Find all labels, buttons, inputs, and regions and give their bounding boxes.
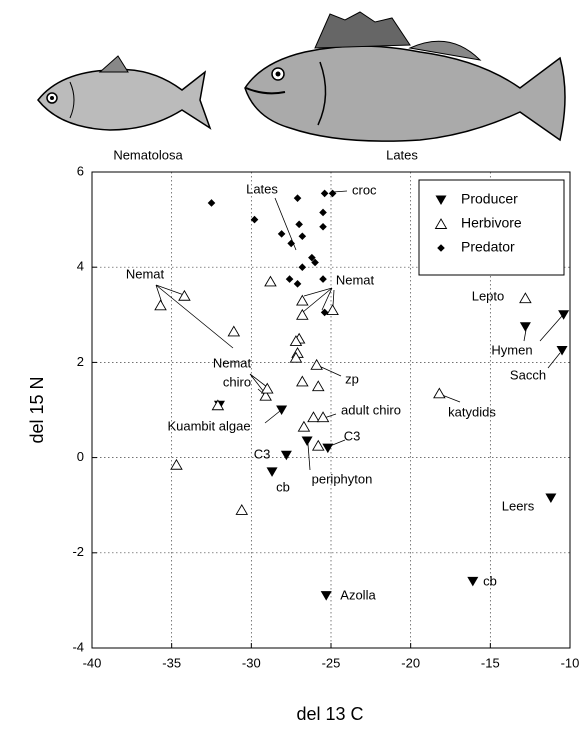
annotation: Nemat — [126, 266, 165, 281]
legend-label: Producer — [461, 191, 518, 207]
marker-herbivore — [155, 300, 166, 310]
marker-herbivore — [520, 293, 531, 303]
marker-producer — [281, 451, 292, 461]
annotation: periphyton — [312, 471, 373, 486]
marker-herbivore — [179, 291, 190, 301]
image-label: Lates — [386, 147, 418, 162]
marker-predator — [299, 263, 307, 271]
annotation: Kuambit algae — [167, 418, 250, 433]
y-tick-label: 2 — [77, 354, 84, 369]
annotation: Sacch — [510, 367, 546, 382]
y-tick-label: 6 — [77, 163, 84, 178]
page: Nematolosa Lates del 13 C del 15 N Lates… — [0, 0, 588, 729]
marker-predator — [295, 221, 303, 229]
legend: Producer Herbivore Predator — [419, 180, 564, 275]
annotation: Lepto — [472, 288, 505, 303]
marker-predator — [287, 240, 295, 248]
y-tick-label: -2 — [72, 544, 84, 559]
annotation: adult chiro — [341, 402, 401, 417]
fish-lates — [245, 12, 565, 141]
marker-herbivore — [265, 276, 276, 286]
marker-producer — [467, 577, 478, 587]
chart: Nematolosa Lates del 13 C del 15 N Lates… — [0, 0, 588, 729]
marker-producer — [520, 322, 531, 332]
marker-predator — [319, 275, 327, 283]
y-tick-label: -4 — [72, 639, 84, 654]
x-tick-label: -20 — [401, 655, 420, 670]
annotation: cb — [483, 573, 497, 588]
marker-predator — [329, 190, 337, 198]
x-tick-label: -40 — [83, 655, 102, 670]
marker-predator — [299, 232, 307, 240]
marker-producer — [557, 346, 568, 356]
marker-herbivore — [262, 384, 273, 394]
image-label: Nematolosa — [113, 147, 183, 162]
x-tick-label: -15 — [481, 655, 500, 670]
marker-herbivore — [313, 441, 324, 451]
marker-predator — [251, 216, 259, 224]
marker-producer — [276, 406, 287, 416]
annotation: croc — [352, 182, 377, 197]
x-tick-label: -35 — [162, 655, 181, 670]
legend-label: Herbivore — [461, 215, 522, 231]
marker-herbivore — [236, 505, 247, 515]
marker-predator — [294, 280, 302, 288]
marker-producer — [545, 494, 556, 504]
marker-predator — [208, 199, 216, 207]
marker-herbivore — [297, 296, 308, 306]
marker-herbivore — [297, 376, 308, 386]
y-tick-label: 4 — [77, 259, 84, 274]
annotation: Azolla — [340, 587, 376, 602]
marker-herbivore — [327, 305, 338, 315]
x-tick-label: -30 — [242, 655, 261, 670]
annotation: Nemat — [336, 272, 375, 287]
annotation: cb — [276, 479, 290, 494]
marker-producer — [322, 444, 333, 454]
x-axis-label: del 13 C — [296, 704, 363, 724]
annotation: Leers — [502, 498, 535, 513]
annotation: Nemat — [213, 355, 252, 370]
marker-predator — [321, 190, 329, 198]
y-axis-label: del 15 N — [27, 376, 47, 443]
marker-producer — [321, 591, 332, 601]
marker-herbivore — [171, 460, 182, 470]
x-tick-label: -10 — [561, 655, 580, 670]
fish-nematolosa — [38, 56, 210, 130]
annotation: C3 — [344, 428, 361, 443]
legend-label: Predator — [461, 239, 515, 255]
marker-predator — [286, 275, 294, 283]
marker-producer — [302, 436, 313, 446]
annotation: Lates — [246, 181, 278, 196]
marker-herbivore — [313, 381, 324, 391]
marker-producer — [267, 467, 278, 477]
marker-predator — [278, 230, 286, 238]
annotation: katydids — [448, 404, 496, 419]
y-tick-label: 0 — [77, 449, 84, 464]
x-tick-label: -25 — [322, 655, 341, 670]
marker-predator — [319, 209, 327, 217]
marker-herbivore — [297, 310, 308, 320]
marker-herbivore — [228, 326, 239, 336]
marker-predator — [294, 194, 302, 202]
annotation: zp — [345, 371, 359, 386]
annotation: Hymen — [491, 342, 532, 357]
annotation: C3 — [254, 446, 271, 461]
marker-herbivore — [308, 412, 319, 422]
marker-herbivore — [434, 388, 445, 398]
marker-predator — [319, 223, 327, 231]
marker-herbivore — [311, 360, 322, 370]
marker-herbivore — [298, 422, 309, 432]
annotation: chiro — [223, 374, 251, 389]
